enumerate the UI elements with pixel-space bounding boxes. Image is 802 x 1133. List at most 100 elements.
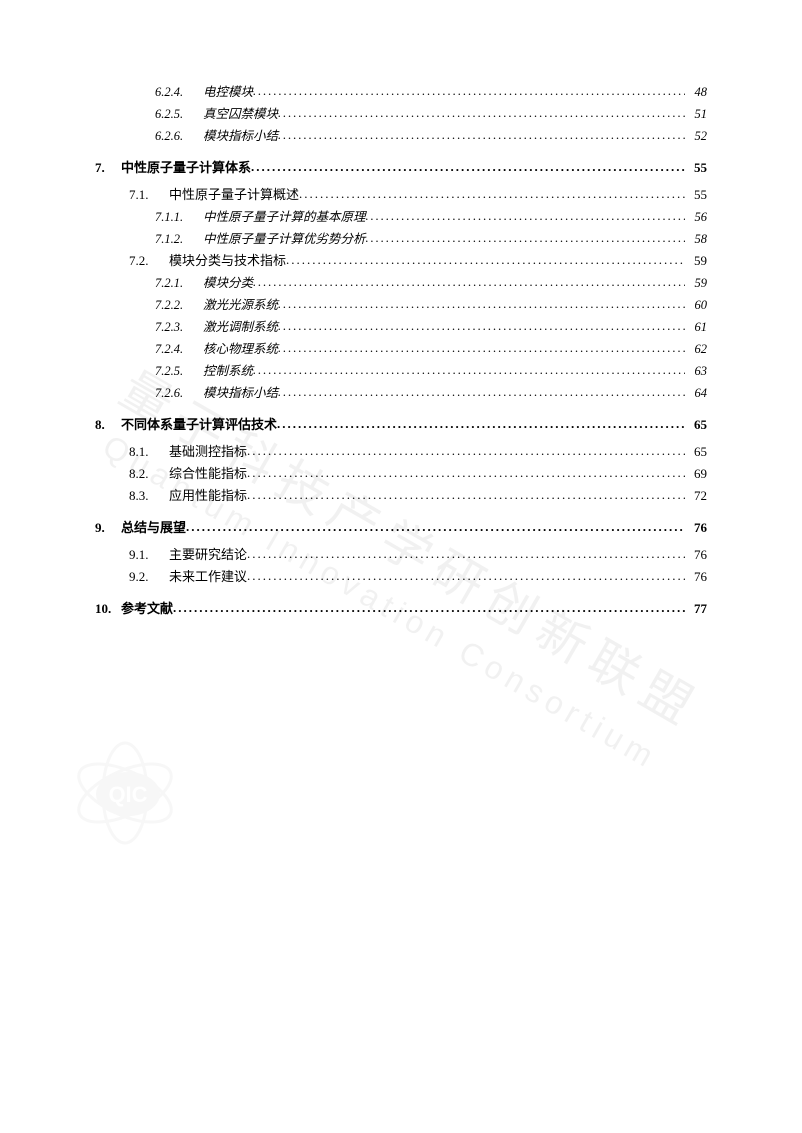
toc-number: 7. <box>95 160 121 176</box>
toc-leader-dots: ........................................… <box>366 231 685 246</box>
toc-entry: 7.2.4.核心物理系统............................… <box>95 338 707 357</box>
toc-entry: 8.3.应用性能指标..............................… <box>95 485 707 504</box>
toc-title: 主要研究结论 <box>169 544 247 563</box>
toc-page-number: 61 <box>685 320 707 335</box>
toc-leader-dots: ........................................… <box>299 186 685 202</box>
toc-entry: 9.1.主要研究结论..............................… <box>95 544 707 563</box>
toc-number: 6.2.6. <box>155 129 203 144</box>
toc-number: 7.2.4. <box>155 342 203 357</box>
toc-page-number: 56 <box>685 210 707 225</box>
toc-number: 7.2.1. <box>155 276 203 291</box>
toc-title: 中性原子量子计算的基本原理 <box>203 206 366 225</box>
toc-number: 10. <box>95 601 121 617</box>
toc-page-number: 60 <box>685 298 707 313</box>
toc-leader-dots: ........................................… <box>277 416 685 432</box>
toc-entry: 7.中性原子量子计算体系............................… <box>95 157 707 176</box>
toc-entry: 7.2.2.激光光源系统............................… <box>95 294 707 313</box>
toc-entry: 6.2.6.模块指标小结............................… <box>95 125 707 144</box>
toc-number: 8.1. <box>129 444 169 460</box>
page-content: 6.2.4.电控模块..............................… <box>0 0 802 685</box>
toc-entry: 9.总结与展望.................................… <box>95 517 707 536</box>
toc-number: 6.2.4. <box>155 85 203 100</box>
watermark-logo: QIC <box>60 738 200 853</box>
toc-entry: 8.不同体系量子计算评估技术..........................… <box>95 414 707 433</box>
toc-leader-dots: ........................................… <box>247 487 685 503</box>
toc-title: 模块分类与技术指标 <box>169 250 286 269</box>
toc-leader-dots: ........................................… <box>278 297 685 312</box>
toc-title: 中性原子量子计算优劣势分析 <box>203 228 366 247</box>
toc-entry: 6.2.5.真空囚禁模块............................… <box>95 103 707 122</box>
toc-entry: 7.1.2.中性原子量子计算优劣势分析.....................… <box>95 228 707 247</box>
toc-entry: 9.2.未来工作建议..............................… <box>95 566 707 585</box>
toc-number: 6.2.5. <box>155 107 203 122</box>
toc-page-number: 58 <box>685 232 707 247</box>
toc-leader-dots: ........................................… <box>253 84 685 99</box>
toc-title: 控制系统 <box>203 360 253 379</box>
toc-leader-dots: ........................................… <box>366 209 685 224</box>
toc-page-number: 77 <box>685 601 707 617</box>
toc-page-number: 52 <box>685 129 707 144</box>
toc-leader-dots: ........................................… <box>278 128 685 143</box>
toc-entry: 7.1.1.中性原子量子计算的基本原理.....................… <box>95 206 707 225</box>
toc-leader-dots: ........................................… <box>286 252 685 268</box>
toc-title: 总结与展望 <box>121 517 186 536</box>
toc-title: 激光光源系统 <box>203 294 278 313</box>
toc-leader-dots: ........................................… <box>278 385 685 400</box>
toc-number: 7.2.2. <box>155 298 203 313</box>
toc-title: 真空囚禁模块 <box>203 103 278 122</box>
toc-entry: 7.1.中性原子量子计算概述..........................… <box>95 184 707 203</box>
toc-entry: 7.2.3.激光调制系统............................… <box>95 316 707 335</box>
toc-number: 9.1. <box>129 547 169 563</box>
toc-number: 7.2. <box>129 253 169 269</box>
toc-leader-dots: ........................................… <box>253 363 685 378</box>
toc-title: 参考文献 <box>121 598 173 617</box>
toc-leader-dots: ........................................… <box>278 106 685 121</box>
toc-number: 7.2.3. <box>155 320 203 335</box>
toc-title: 模块指标小结 <box>203 125 278 144</box>
toc-leader-dots: ........................................… <box>253 275 685 290</box>
toc-entry: 7.2.6.模块指标小结............................… <box>95 382 707 401</box>
toc-title: 激光调制系统 <box>203 316 278 335</box>
toc-page-number: 48 <box>685 85 707 100</box>
svg-text:QIC: QIC <box>108 782 147 807</box>
toc-number: 7.1.2. <box>155 232 203 247</box>
toc-entry: 7.2.模块分类与技术指标...........................… <box>95 250 707 269</box>
toc-number: 7.1.1. <box>155 210 203 225</box>
toc-title: 不同体系量子计算评估技术 <box>121 414 277 433</box>
toc-page-number: 51 <box>685 107 707 122</box>
toc-leader-dots: ........................................… <box>247 443 685 459</box>
toc-page-number: 55 <box>685 187 707 203</box>
toc-leader-dots: ........................................… <box>251 159 685 175</box>
toc-title: 应用性能指标 <box>169 485 247 504</box>
toc-page-number: 65 <box>685 417 707 433</box>
toc-page-number: 72 <box>685 488 707 504</box>
toc-number: 7.2.5. <box>155 364 203 379</box>
toc-page-number: 76 <box>685 547 707 563</box>
toc-leader-dots: ........................................… <box>247 465 685 481</box>
toc-leader-dots: ........................................… <box>247 546 685 562</box>
toc-number: 8.3. <box>129 488 169 504</box>
toc-leader-dots: ........................................… <box>173 600 685 616</box>
toc-entry: 6.2.4.电控模块..............................… <box>95 81 707 100</box>
toc-entry: 8.2.综合性能指标..............................… <box>95 463 707 482</box>
toc-page-number: 69 <box>685 466 707 482</box>
toc-entry: 7.2.5.控制系统..............................… <box>95 360 707 379</box>
toc-page-number: 65 <box>685 444 707 460</box>
toc-title: 中性原子量子计算体系 <box>121 157 251 176</box>
toc-title: 模块分类 <box>203 272 253 291</box>
toc-number: 9. <box>95 520 121 536</box>
toc-page-number: 59 <box>685 253 707 269</box>
toc-number: 7.1. <box>129 187 169 203</box>
toc-number: 8.2. <box>129 466 169 482</box>
toc-entry: 7.2.1.模块分类..............................… <box>95 272 707 291</box>
toc-entry: 10.参考文献.................................… <box>95 598 707 617</box>
toc-number: 9.2. <box>129 569 169 585</box>
toc-page-number: 55 <box>685 160 707 176</box>
toc-leader-dots: ........................................… <box>247 568 685 584</box>
toc-page-number: 59 <box>685 276 707 291</box>
toc-title: 未来工作建议 <box>169 566 247 585</box>
table-of-contents: 6.2.4.电控模块..............................… <box>95 81 707 617</box>
toc-page-number: 62 <box>685 342 707 357</box>
toc-title: 中性原子量子计算概述 <box>169 184 299 203</box>
toc-title: 模块指标小结 <box>203 382 278 401</box>
